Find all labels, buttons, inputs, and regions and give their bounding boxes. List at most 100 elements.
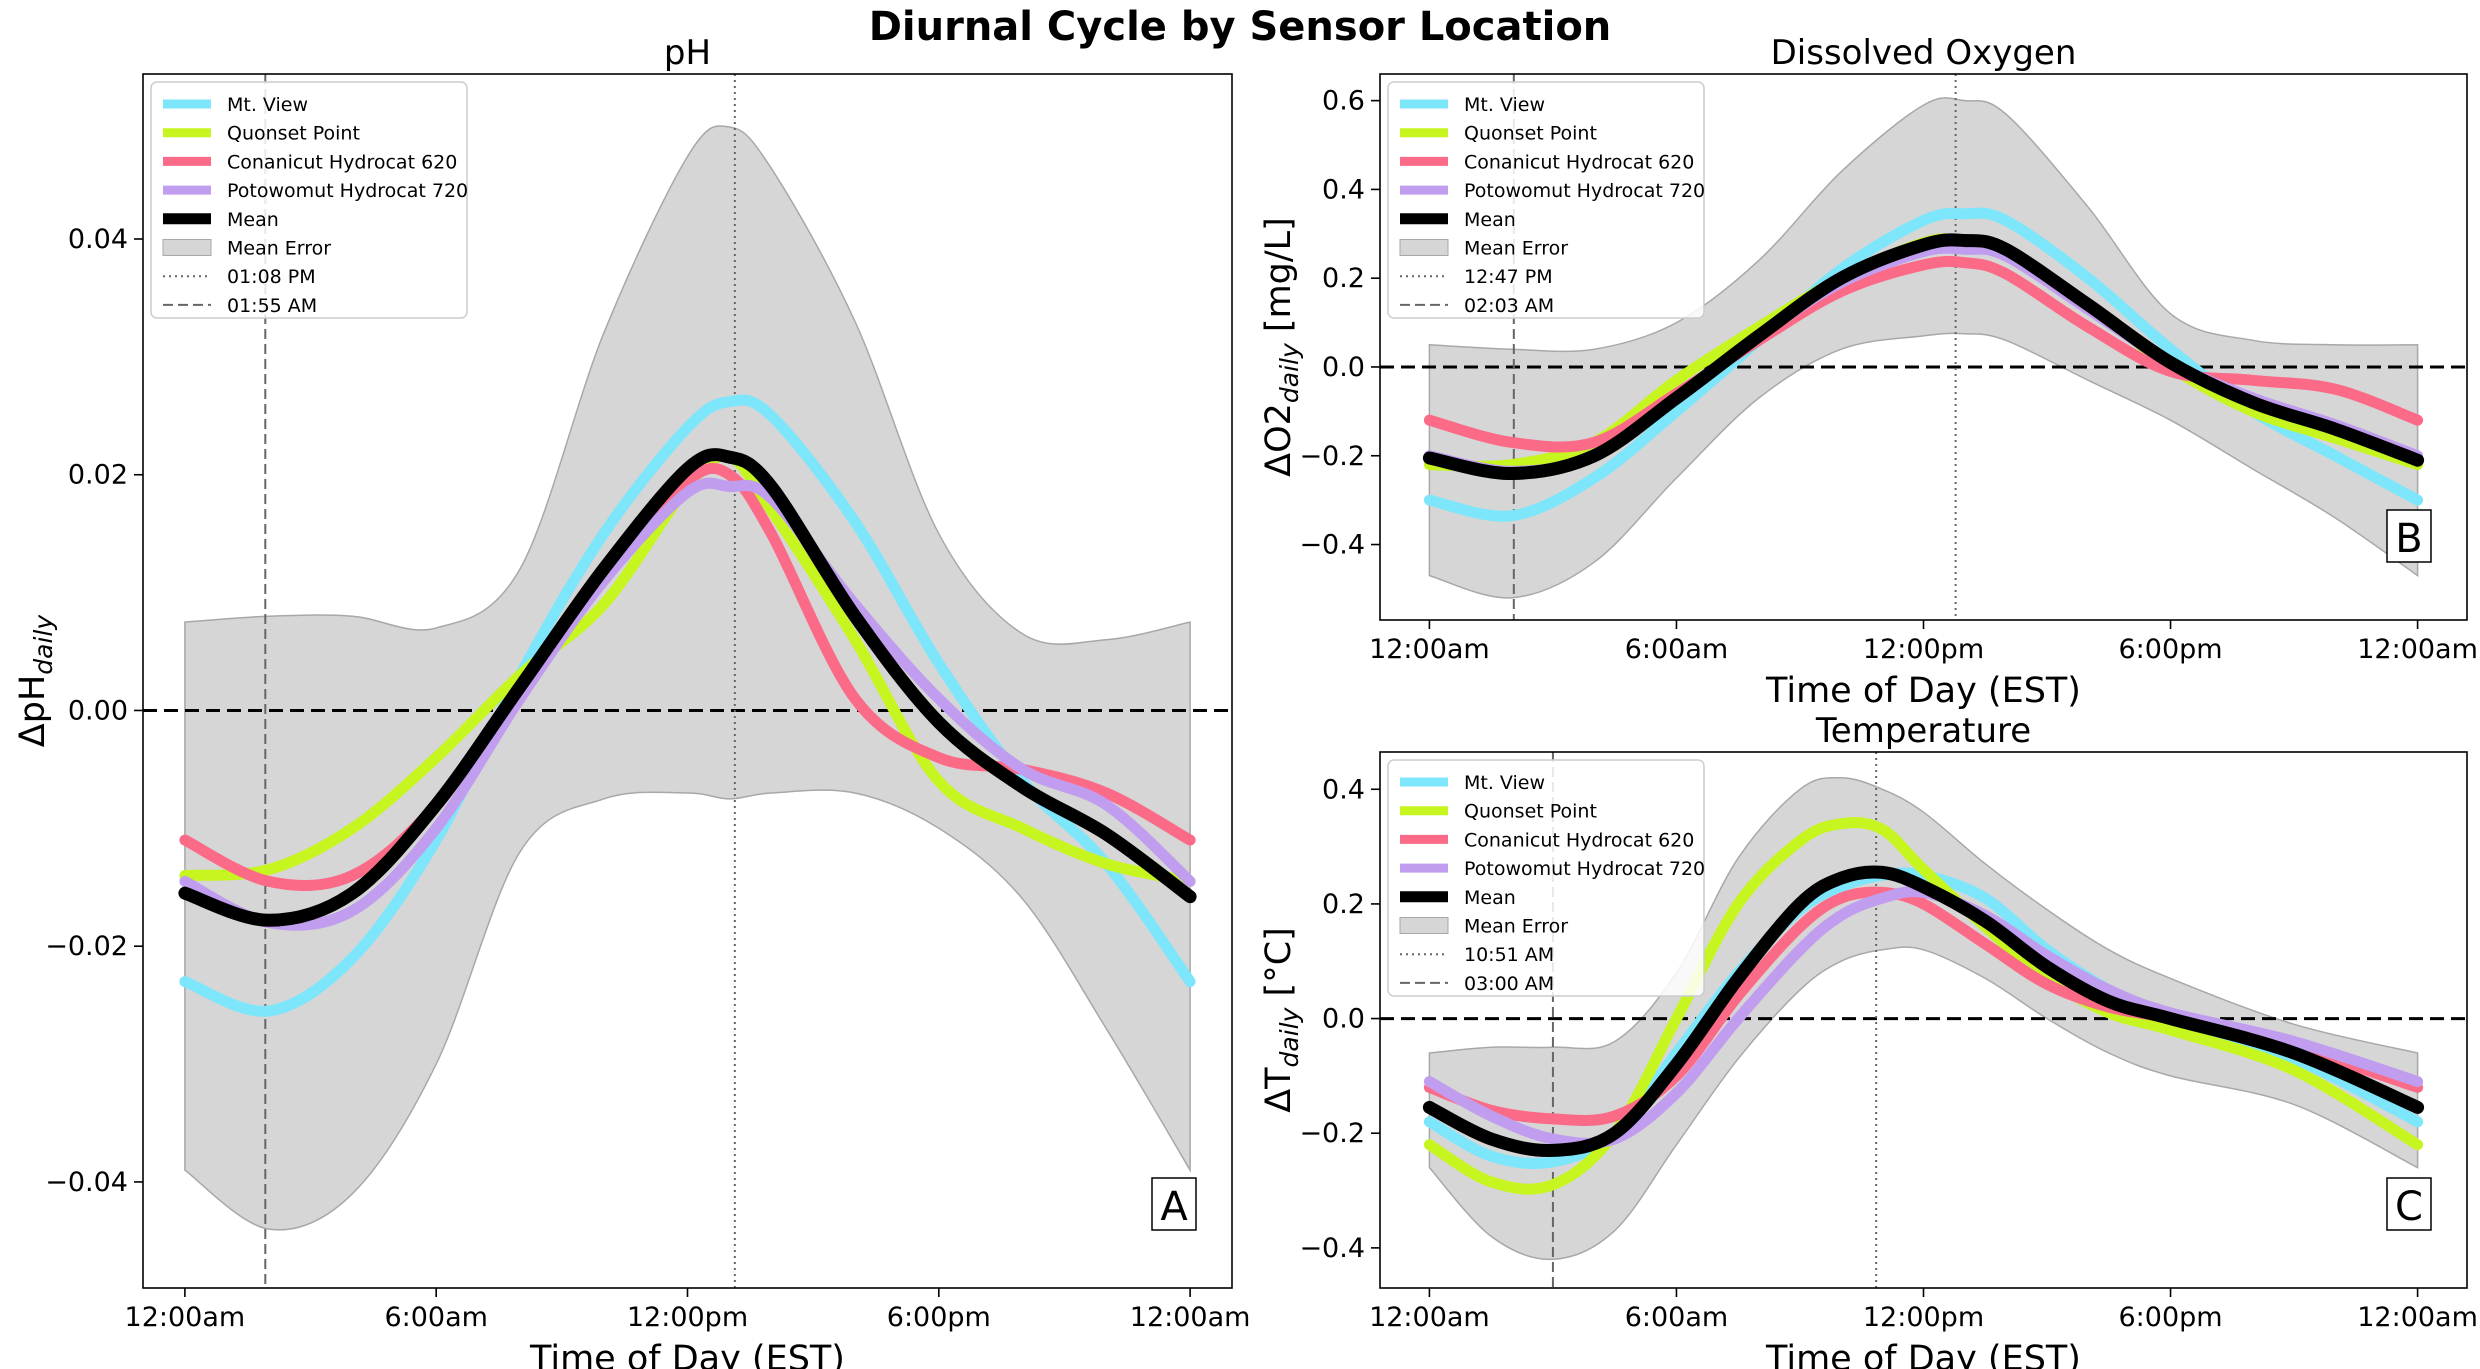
- legend-label: 12:47 PM: [1464, 266, 1553, 288]
- y-tick-label: −0.2: [1299, 1118, 1365, 1149]
- panel-letter: A: [1160, 1184, 1188, 1230]
- legend-label: Conanicut Hydrocat 620: [1464, 829, 1694, 851]
- x-tick-label: 12:00pm: [627, 1302, 748, 1333]
- legend-label: Conanicut Hydrocat 620: [1464, 151, 1694, 173]
- y-axis-label: ΔpHdaily: [13, 614, 58, 748]
- series-line-conanicut: [1423, 255, 2424, 453]
- y-tick-label: 0.0: [1322, 1004, 1365, 1035]
- legend: Mt. View Quonset Point Conanicut Hydrocat …: [1387, 759, 1705, 997]
- series-line-mean: [1422, 865, 2425, 1157]
- legend-label: Mt. View: [1464, 772, 1545, 794]
- legend-label: Quonset Point: [1464, 801, 1597, 823]
- y-tick-label: 0.04: [68, 224, 128, 255]
- y-tick-label: 0.0: [1322, 352, 1365, 383]
- legend-label: 10:51 AM: [1464, 944, 1554, 966]
- x-tick-label: 6:00pm: [887, 1302, 991, 1333]
- panel-title: Dissolved Oxygen: [1771, 33, 2077, 73]
- legend-label: Mean Error: [1464, 916, 1568, 938]
- y-axis-label: ΔTdaily [°C]: [1259, 927, 1304, 1113]
- x-axis-label: Time of Day (EST): [1765, 671, 2081, 711]
- y-axis-label-unit: [mg/L]: [1259, 217, 1299, 343]
- x-tick-label: 12:00am: [2357, 1302, 2478, 1333]
- legend-label: Mean Error: [1464, 238, 1568, 260]
- x-axis-label: Time of Day (EST): [529, 1339, 845, 1369]
- y-tick-label: −0.04: [45, 1167, 128, 1198]
- legend-label: 03:00 AM: [1464, 973, 1554, 995]
- x-axis-label: Time of Day (EST): [1765, 1339, 2081, 1369]
- x-tick-label: 12:00am: [1369, 634, 1490, 665]
- x-tick-label: 12:00pm: [1863, 634, 1984, 665]
- legend: Mt. View Quonset Point Conanicut Hydrocat …: [1387, 81, 1705, 319]
- panel-letter: C: [2395, 1184, 2423, 1230]
- y-axis-label-main: ΔO2: [1259, 403, 1299, 477]
- x-tick-label: 6:00am: [384, 1302, 487, 1333]
- legend-label: Conanicut Hydrocat 620: [227, 151, 457, 173]
- legend-swatch-mean-error: [1399, 917, 1449, 934]
- legend-label: 02:03 AM: [1464, 295, 1554, 317]
- series-line-mean: [178, 448, 1197, 927]
- mean-error-band: [1428, 97, 2419, 599]
- legend-label: 01:55 AM: [227, 295, 317, 317]
- y-axis-label-subscript: daily: [29, 614, 58, 675]
- legend-box: [150, 81, 468, 319]
- panel-title: Temperature: [1815, 711, 2031, 751]
- legend-label: Quonset Point: [1464, 123, 1597, 145]
- legend-label: Mt. View: [1464, 94, 1545, 116]
- y-tick-label: −0.4: [1299, 530, 1365, 561]
- x-tick-label: 6:00am: [1625, 634, 1728, 665]
- legend-label: Mean: [227, 209, 279, 231]
- y-tick-label: 0.4: [1322, 774, 1365, 805]
- mean-error-band: [1428, 776, 2419, 1261]
- legend-label: Potowomut Hydrocat 720: [1464, 180, 1705, 202]
- x-tick-label: 6:00pm: [2119, 634, 2223, 665]
- panel-C: 12:00am 6:00am 12:00pm 6:00pm 12:00am −0.4 −0.…: [1259, 711, 2478, 1369]
- plot-area: [1380, 752, 2467, 1288]
- y-axis-label-main: ΔT: [1259, 1067, 1299, 1113]
- panel-B: 12:00am 6:00am 12:00pm 6:00pm 12:00am −0.4 −0.…: [1259, 33, 2478, 711]
- y-axis-label-subscript: daily: [1275, 1006, 1304, 1067]
- x-tick-label: 12:00am: [2357, 634, 2478, 665]
- y-tick-label: −0.2: [1299, 441, 1365, 472]
- legend-label: 01:08 PM: [227, 266, 316, 288]
- y-tick-label: 0.2: [1322, 889, 1365, 920]
- legend-label: Potowomut Hydrocat 720: [1464, 858, 1705, 880]
- y-axis-label: ΔO2daily [mg/L]: [1259, 217, 1304, 477]
- y-axis-label-unit: [°C]: [1259, 927, 1299, 1007]
- legend-label: Mean Error: [227, 238, 331, 260]
- legend-label: Quonset Point: [227, 123, 360, 145]
- legend-label: Potowomut Hydrocat 720: [227, 180, 468, 202]
- legend-label: Mt. View: [227, 94, 308, 116]
- y-axis-label-main: ΔpH: [13, 675, 53, 747]
- panel-title: pH: [664, 33, 711, 73]
- y-axis-label-subscript: daily: [1275, 342, 1304, 403]
- plot-area: [1380, 74, 2467, 620]
- y-tick-label: 0.02: [68, 460, 128, 491]
- x-tick-label: 12:00pm: [1863, 1302, 1984, 1333]
- legend-label: Mean: [1464, 209, 1516, 231]
- panel-letter-box: [2386, 1177, 2432, 1231]
- x-tick-label: 6:00am: [1625, 1302, 1728, 1333]
- legend-box: [1387, 759, 1705, 997]
- panel-letter-box: [1151, 1177, 1197, 1231]
- y-tick-label: 0.2: [1322, 263, 1365, 294]
- x-tick-label: 6:00pm: [2119, 1302, 2223, 1333]
- y-tick-label: 0.4: [1322, 174, 1365, 205]
- plot-area: [143, 74, 1232, 1288]
- legend-swatch-mean-error: [162, 239, 212, 256]
- y-tick-label: −0.4: [1299, 1233, 1365, 1264]
- y-tick-label: 0.6: [1322, 86, 1365, 117]
- legend: Mt. View Quonset Point Conanicut Hydrocat …: [150, 81, 468, 319]
- x-tick-label: 12:00am: [125, 1302, 246, 1333]
- panel-A: 12:00am 6:00am 12:00pm 6:00pm 12:00am −0.04 −0…: [13, 33, 1250, 1369]
- series-line-mean: [1422, 233, 2425, 481]
- mean-error-band: [184, 125, 1191, 1231]
- figure-title: Diurnal Cycle by Sensor Location: [869, 4, 1612, 50]
- x-tick-label: 12:00am: [1369, 1302, 1490, 1333]
- legend-swatch-mean-error: [1399, 239, 1449, 256]
- series-line-quonset: [1423, 817, 2424, 1195]
- plots-container: 12:00am 6:00am 12:00pm 6:00pm 12:00am −0.04 −0…: [13, 33, 2478, 1369]
- y-tick-label: −0.02: [45, 931, 128, 962]
- legend-label: Mean: [1464, 887, 1516, 909]
- x-tick-label: 12:00am: [1130, 1302, 1251, 1333]
